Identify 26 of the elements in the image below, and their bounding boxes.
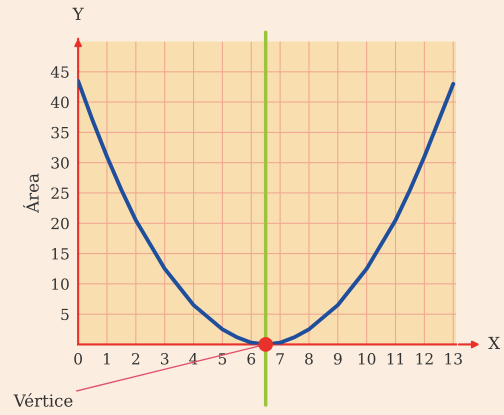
x-tick-label: 9: [334, 353, 342, 365]
x-tick-label: 0: [74, 353, 82, 365]
text: Y: [72, 8, 84, 20]
x-tick-label: 7: [276, 353, 284, 364]
x-tick-label: 3: [160, 353, 168, 365]
x-axis-title: X: [488, 336, 500, 350]
y-tick-label: 5: [61, 308, 69, 320]
x-tick-label: 13: [445, 353, 462, 365]
y-tick-label: 35: [52, 126, 69, 138]
y-tick-label: 25: [51, 187, 69, 199]
y-tick-label: 45: [50, 66, 69, 78]
x-tick-label: 12: [416, 353, 433, 364]
y-tick-label: 40: [50, 96, 69, 108]
x-tick-label: 1: [104, 353, 110, 364]
x-tick-label: 5: [218, 353, 226, 365]
x-tick-label: 11: [388, 353, 404, 364]
x-tick-label: 6: [247, 353, 256, 365]
y-axis-title: Área: [23, 174, 39, 213]
y-tick-label: 30: [52, 157, 69, 169]
y-tick-label: 20: [51, 218, 69, 230]
annotation: Vértice: [14, 393, 72, 407]
y-tick-label: 15: [52, 248, 69, 260]
x-tick-label: 10: [358, 353, 376, 365]
x-tick-label: 8: [305, 353, 313, 365]
x-tick-label: 2: [132, 353, 140, 364]
y-tick-label: 10: [52, 278, 69, 290]
